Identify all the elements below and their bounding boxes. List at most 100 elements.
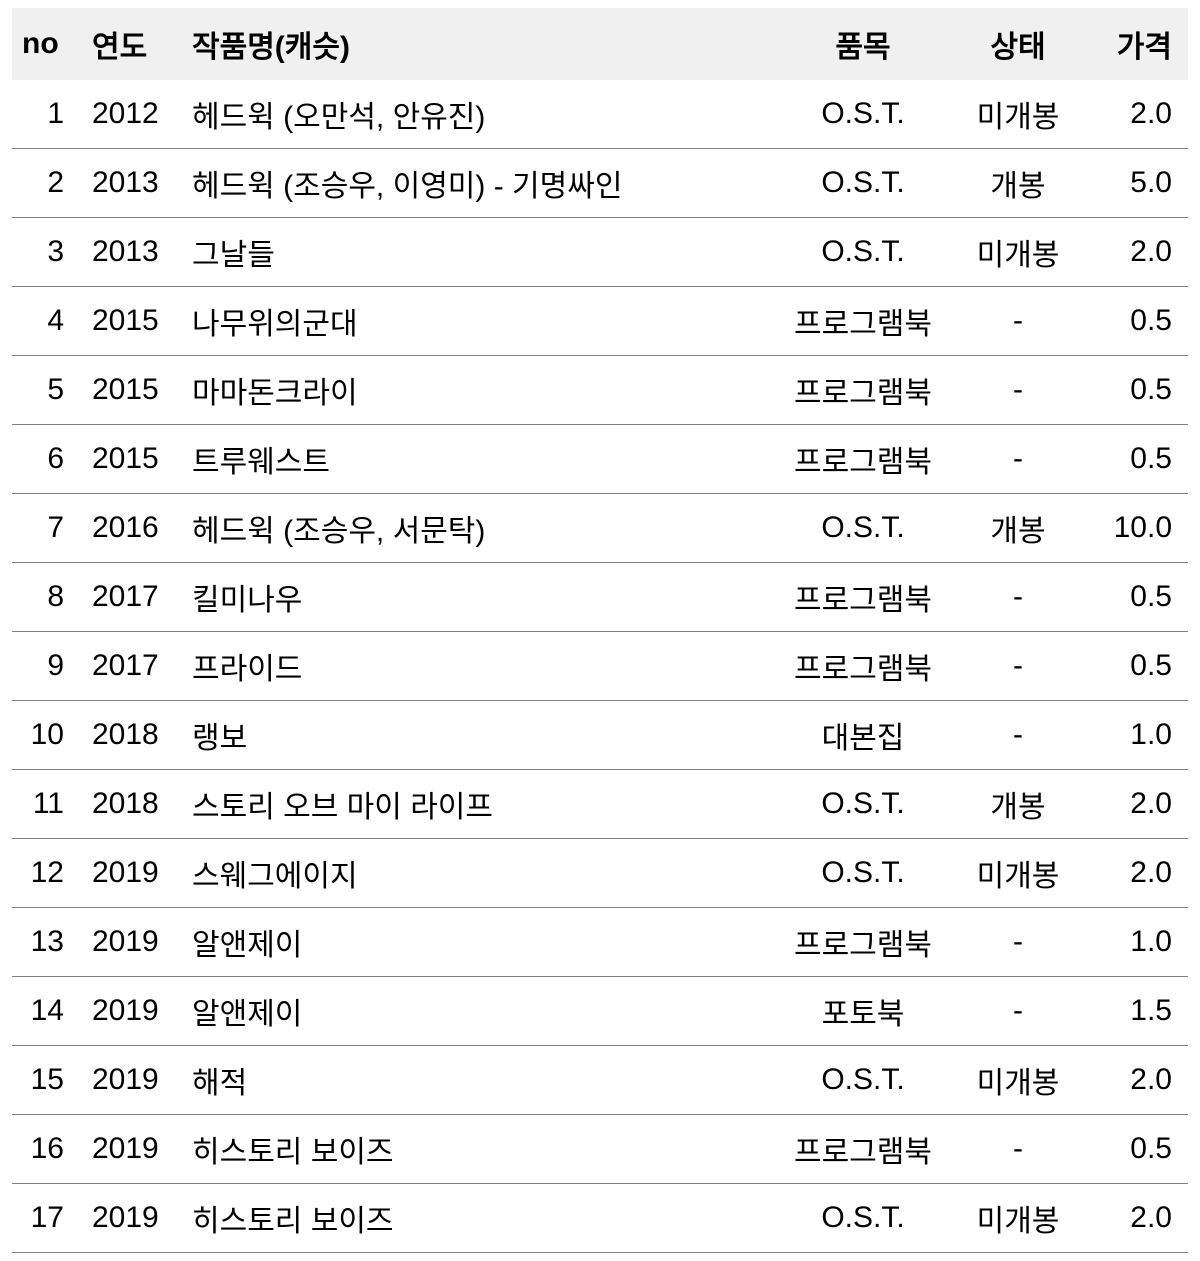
cell-status: -	[958, 563, 1078, 632]
cell-no: 11	[12, 770, 82, 839]
cell-no: 2	[12, 149, 82, 218]
cell-year: 2019	[82, 1046, 182, 1115]
table-row: 62015트루웨스트프로그램북-0.5	[12, 425, 1188, 494]
cell-price: 2.0	[1078, 218, 1188, 287]
cell-no: 8	[12, 563, 82, 632]
cell-year: 2019	[82, 908, 182, 977]
cell-title: 해적	[182, 1046, 768, 1115]
cell-year: 2019	[82, 839, 182, 908]
cell-category: 프로그램북	[768, 908, 958, 977]
cell-no: 10	[12, 701, 82, 770]
cell-year: 2015	[82, 356, 182, 425]
cell-year: 2012	[82, 80, 182, 149]
cell-status: -	[958, 356, 1078, 425]
cell-title: 헤드윅 (조승우, 서문탁)	[182, 494, 768, 563]
cell-status: 미개봉	[958, 80, 1078, 149]
cell-status: -	[958, 701, 1078, 770]
cell-price: 5.0	[1078, 149, 1188, 218]
cell-year: 2019	[82, 1115, 182, 1184]
cell-title: 랭보	[182, 701, 768, 770]
cell-title: 히스토리 보이즈	[182, 1184, 768, 1253]
cell-title: 스웨그에이지	[182, 839, 768, 908]
cell-year: 2019	[82, 977, 182, 1046]
cell-title: 나무위의군대	[182, 287, 768, 356]
cell-category: 프로그램북	[768, 356, 958, 425]
cell-status: 개봉	[958, 770, 1078, 839]
cell-no: 16	[12, 1115, 82, 1184]
cell-category: 프로그램북	[768, 563, 958, 632]
table-row: 82017킬미나우프로그램북-0.5	[12, 563, 1188, 632]
cell-title: 프라이드	[182, 632, 768, 701]
col-header-no: no	[12, 8, 82, 80]
cell-price: 1.5	[1078, 977, 1188, 1046]
table-row: 32013그날들O.S.T.미개봉2.0	[12, 218, 1188, 287]
cell-category: O.S.T.	[768, 494, 958, 563]
table-row: 132019알앤제이프로그램북-1.0	[12, 908, 1188, 977]
cell-year: 2018	[82, 701, 182, 770]
cell-year: 2015	[82, 425, 182, 494]
cell-price: 0.5	[1078, 632, 1188, 701]
table-row: 42015나무위의군대프로그램북-0.5	[12, 287, 1188, 356]
col-header-year: 연도	[82, 8, 182, 80]
cell-price: 2.0	[1078, 839, 1188, 908]
cell-price: 10.0	[1078, 494, 1188, 563]
cell-category: O.S.T.	[768, 149, 958, 218]
cell-no: 17	[12, 1184, 82, 1253]
cell-year: 2018	[82, 770, 182, 839]
cell-category: 프로그램북	[768, 425, 958, 494]
cell-title: 킬미나우	[182, 563, 768, 632]
table-row: 162019히스토리 보이즈프로그램북-0.5	[12, 1115, 1188, 1184]
table-row: 102018랭보대본집-1.0	[12, 701, 1188, 770]
cell-price: 2.0	[1078, 1046, 1188, 1115]
cell-title: 스토리 오브 마이 라이프	[182, 770, 768, 839]
cell-price: 0.5	[1078, 356, 1188, 425]
cell-category: O.S.T.	[768, 218, 958, 287]
table-row: 152019해적O.S.T.미개봉2.0	[12, 1046, 1188, 1115]
cell-no: 9	[12, 632, 82, 701]
cell-category: 프로그램북	[768, 287, 958, 356]
cell-status: -	[958, 425, 1078, 494]
header-row: no 연도 작품명(캐슷) 품목 상태 가격	[12, 8, 1188, 80]
cell-year: 2015	[82, 287, 182, 356]
table-body: 12012헤드윅 (오만석, 안유진)O.S.T.미개봉2.022013헤드윅 …	[12, 80, 1188, 1253]
cell-price: 0.5	[1078, 1115, 1188, 1184]
cell-price: 1.0	[1078, 701, 1188, 770]
cell-price: 2.0	[1078, 770, 1188, 839]
table-row: 142019알앤제이포토북-1.5	[12, 977, 1188, 1046]
cell-price: 2.0	[1078, 80, 1188, 149]
table-row: 172019히스토리 보이즈O.S.T.미개봉2.0	[12, 1184, 1188, 1253]
cell-price: 2.0	[1078, 1184, 1188, 1253]
cell-status: 미개봉	[958, 1184, 1078, 1253]
cell-category: O.S.T.	[768, 80, 958, 149]
cell-price: 0.5	[1078, 563, 1188, 632]
cell-title: 헤드윅 (조승우, 이영미) - 기명싸인	[182, 149, 768, 218]
table-row: 22013헤드윅 (조승우, 이영미) - 기명싸인O.S.T.개봉5.0	[12, 149, 1188, 218]
cell-price: 1.0	[1078, 908, 1188, 977]
table-row: 92017프라이드프로그램북-0.5	[12, 632, 1188, 701]
cell-status: 미개봉	[958, 218, 1078, 287]
cell-no: 1	[12, 80, 82, 149]
cell-title: 헤드윅 (오만석, 안유진)	[182, 80, 768, 149]
cell-year: 2013	[82, 218, 182, 287]
cell-no: 14	[12, 977, 82, 1046]
cell-category: 프로그램북	[768, 1115, 958, 1184]
cell-title: 알앤제이	[182, 977, 768, 1046]
cell-year: 2013	[82, 149, 182, 218]
cell-title: 그날들	[182, 218, 768, 287]
cell-category: O.S.T.	[768, 839, 958, 908]
cell-category: 프로그램북	[768, 632, 958, 701]
cell-title: 마마돈크라이	[182, 356, 768, 425]
cell-no: 12	[12, 839, 82, 908]
table-row: 12012헤드윅 (오만석, 안유진)O.S.T.미개봉2.0	[12, 80, 1188, 149]
cell-category: O.S.T.	[768, 770, 958, 839]
cell-category: O.S.T.	[768, 1046, 958, 1115]
cell-year: 2017	[82, 632, 182, 701]
cell-status: 미개봉	[958, 839, 1078, 908]
cell-price: 0.5	[1078, 425, 1188, 494]
col-header-status: 상태	[958, 8, 1078, 80]
cell-status: 개봉	[958, 149, 1078, 218]
cell-title: 트루웨스트	[182, 425, 768, 494]
cell-year: 2016	[82, 494, 182, 563]
cell-category: O.S.T.	[768, 1184, 958, 1253]
cell-no: 3	[12, 218, 82, 287]
